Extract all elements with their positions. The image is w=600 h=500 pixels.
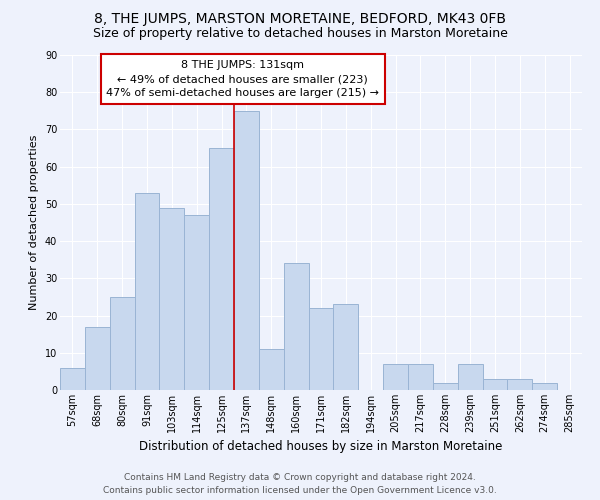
X-axis label: Distribution of detached houses by size in Marston Moretaine: Distribution of detached houses by size … [139, 440, 503, 454]
Bar [284, 264, 308, 390]
Bar [259, 349, 284, 390]
Bar [508, 379, 532, 390]
Text: Size of property relative to detached houses in Marston Moretaine: Size of property relative to detached ho… [92, 28, 508, 40]
Bar [408, 364, 433, 390]
Text: Contains HM Land Registry data © Crown copyright and database right 2024.
Contai: Contains HM Land Registry data © Crown c… [103, 473, 497, 495]
Bar [160, 208, 184, 390]
Bar [334, 304, 358, 390]
Bar [234, 111, 259, 390]
Bar [458, 364, 482, 390]
Bar [184, 215, 209, 390]
Bar [308, 308, 334, 390]
Bar [532, 382, 557, 390]
Text: 8 THE JUMPS: 131sqm
← 49% of detached houses are smaller (223)
47% of semi-detac: 8 THE JUMPS: 131sqm ← 49% of detached ho… [106, 60, 379, 98]
Bar [110, 297, 134, 390]
Bar [134, 192, 160, 390]
Bar [209, 148, 234, 390]
Bar [433, 382, 458, 390]
Bar [383, 364, 408, 390]
Bar [482, 379, 508, 390]
Text: 8, THE JUMPS, MARSTON MORETAINE, BEDFORD, MK43 0FB: 8, THE JUMPS, MARSTON MORETAINE, BEDFORD… [94, 12, 506, 26]
Y-axis label: Number of detached properties: Number of detached properties [29, 135, 39, 310]
Bar [60, 368, 85, 390]
Bar [85, 326, 110, 390]
